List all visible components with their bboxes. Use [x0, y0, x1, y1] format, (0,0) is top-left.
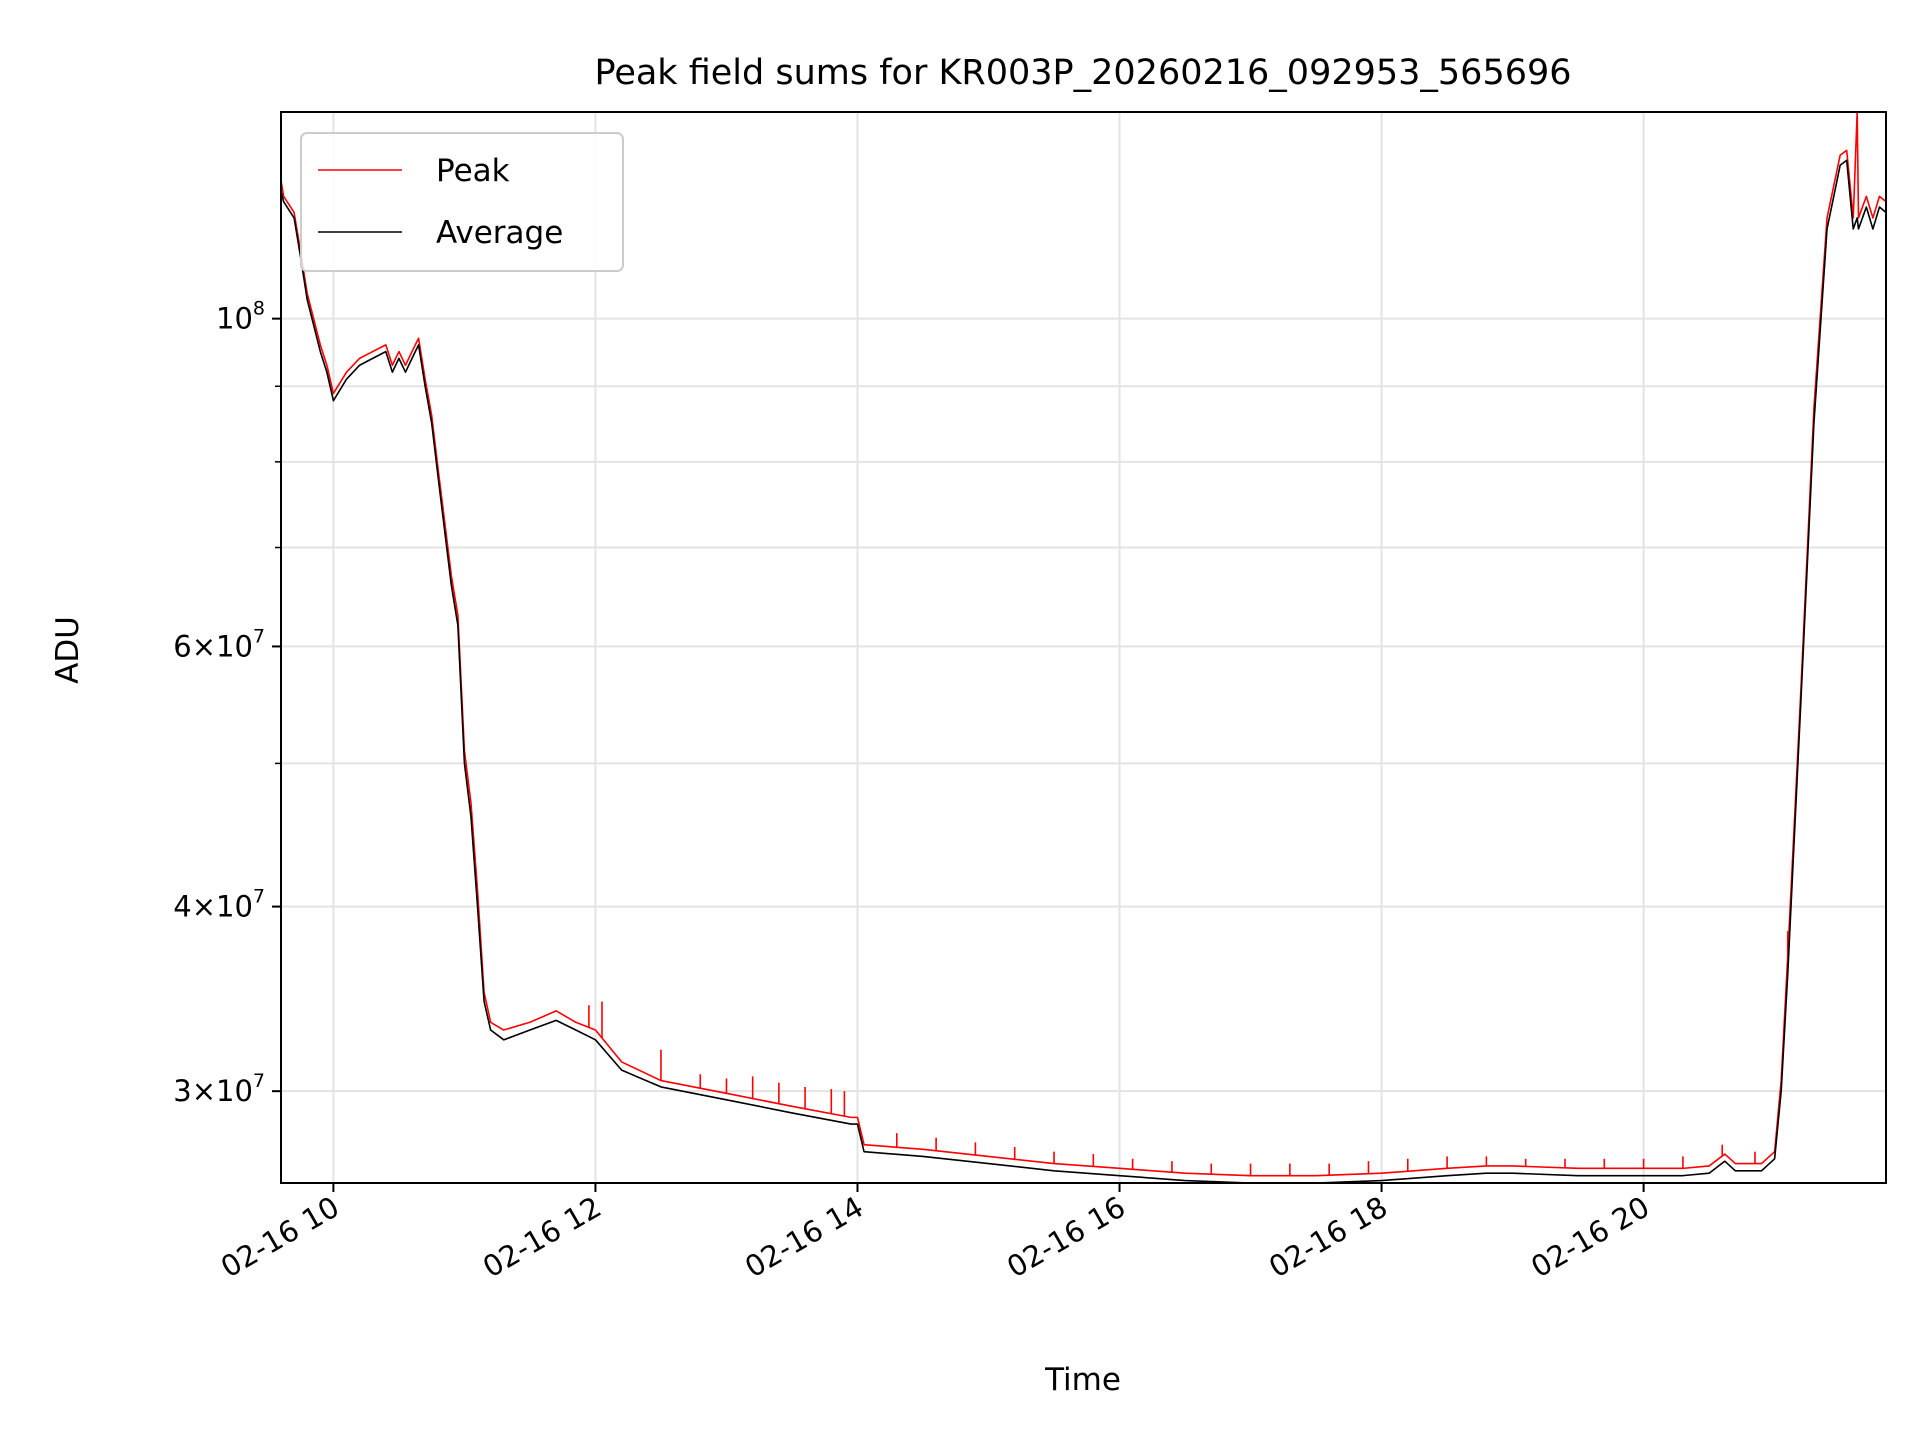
- legend-average-label: Average: [436, 215, 563, 251]
- x-axis-label: Time: [1044, 1362, 1121, 1398]
- y-tick-label-3: 3×107: [173, 1070, 265, 1108]
- chart-title: Peak field sums for KR003P_20260216_0929…: [594, 53, 1571, 93]
- legend-peak-label: Peak: [436, 153, 510, 189]
- series-average-line: [281, 159, 1886, 1183]
- y-axis-label: ADU: [50, 616, 86, 684]
- legend-box: [300, 132, 624, 272]
- plot-area-frame: [280, 111, 1887, 1184]
- legend: Peak Average: [300, 132, 624, 272]
- y-tick-label-1: 6×107: [173, 625, 265, 663]
- y-tick-label-2: 4×107: [173, 886, 265, 924]
- grid: [281, 112, 1886, 1183]
- series-layer: [281, 112, 1886, 1183]
